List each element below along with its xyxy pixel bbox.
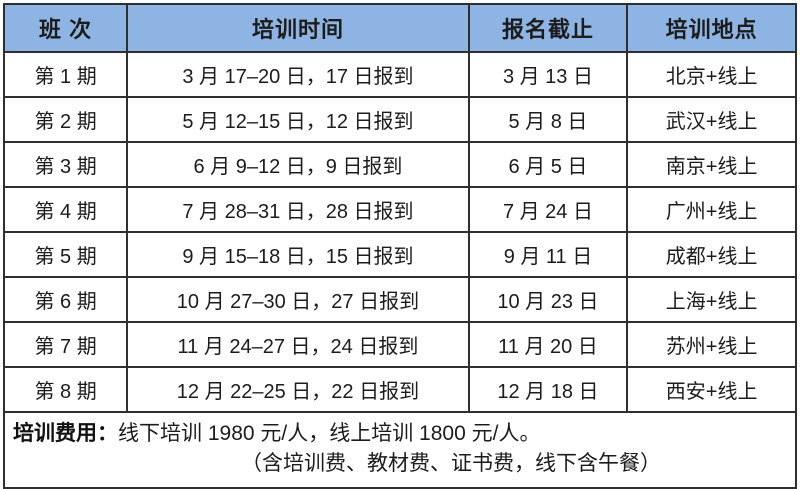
table-body: 第 1 期 3 月 17–20 日，17 日报到 3 月 13 日 北京+线上 … (2, 51, 797, 413)
fee-text: 线下培训 1980 元/人，线上培训 1800 元/人。 (118, 422, 541, 445)
table-footer: 培训费用： 线下培训 1980 元/人，线上培训 1800 元/人。 （含培训费… (3, 411, 797, 489)
fee-label: 培训费用： (13, 422, 118, 445)
cell-time: 10 月 27–30 日，27 日报到 (126, 276, 470, 323)
page: 班 次 培训时间 报名截止 培训地点 第 1 期 3 月 17–20 日，17 … (2, 3, 797, 489)
cell-period: 第 6 期 (2, 276, 129, 323)
table-row: 第 6 期 10 月 27–30 日，27 日报到 10 月 23 日 上海+线… (2, 276, 797, 323)
cell-deadline: 6 月 5 日 (467, 141, 629, 188)
cell-time: 9 月 15–18 日，15 日报到 (126, 231, 470, 278)
cell-period: 第 3 期 (2, 141, 129, 188)
fee-cell: 培训费用： 线下培训 1980 元/人，线上培训 1800 元/人。 （含培训费… (3, 411, 797, 489)
training-schedule-table: 班 次 培训时间 报名截止 培训地点 第 1 期 3 月 17–20 日，17 … (2, 3, 797, 489)
cell-period: 第 4 期 (2, 186, 129, 233)
cell-location: 武汉+线上 (626, 96, 797, 143)
cell-location: 苏州+线上 (626, 321, 797, 368)
cell-location: 北京+线上 (626, 51, 797, 98)
cell-time: 6 月 9–12 日，9 日报到 (126, 141, 470, 188)
cell-time: 3 月 17–20 日，17 日报到 (126, 51, 470, 98)
table-row: 第 7 期 11 月 24–27 日，24 日报到 11 月 20 日 苏州+线… (2, 321, 797, 368)
cell-time: 7 月 28–31 日，28 日报到 (126, 186, 470, 233)
table-row: 第 3 期 6 月 9–12 日，9 日报到 6 月 5 日 南京+线上 (2, 141, 797, 188)
table-row: 第 1 期 3 月 17–20 日，17 日报到 3 月 13 日 北京+线上 (2, 51, 797, 98)
table-header: 班 次 培训时间 报名截止 培训地点 (2, 3, 797, 53)
column-header-deadline: 报名截止 (467, 3, 629, 53)
cell-period: 第 2 期 (2, 96, 129, 143)
cell-deadline: 12 月 18 日 (467, 366, 629, 413)
fee-line-1: 培训费用： 线下培训 1980 元/人，线上培训 1800 元/人。 (13, 419, 787, 449)
cell-period: 第 1 期 (2, 51, 129, 98)
cell-deadline: 7 月 24 日 (467, 186, 629, 233)
column-header-period: 班 次 (2, 3, 129, 53)
table-row: 第 8 期 12 月 22–25 日，22 日报到 12 月 18 日 西安+线… (2, 366, 797, 413)
table-row: 第 2 期 5 月 12–15 日，12 日报到 5 月 8 日 武汉+线上 (2, 96, 797, 143)
cell-deadline: 11 月 20 日 (467, 321, 629, 368)
cell-time: 11 月 24–27 日，24 日报到 (126, 321, 470, 368)
cell-location: 西安+线上 (626, 366, 797, 413)
cell-location: 上海+线上 (626, 276, 797, 323)
cell-deadline: 9 月 11 日 (467, 231, 629, 278)
cell-time: 12 月 22–25 日，22 日报到 (126, 366, 470, 413)
table-row: 第 5 期 9 月 15–18 日，15 日报到 9 月 11 日 成都+线上 (2, 231, 797, 278)
cell-deadline: 3 月 13 日 (467, 51, 629, 98)
cell-location: 广州+线上 (626, 186, 797, 233)
cell-deadline: 5 月 8 日 (467, 96, 629, 143)
cell-location: 成都+线上 (626, 231, 797, 278)
header-row: 班 次 培训时间 报名截止 培训地点 (2, 3, 797, 53)
cell-location: 南京+线上 (626, 141, 797, 188)
column-header-location: 培训地点 (626, 3, 797, 53)
table-row: 第 4 期 7 月 28–31 日，28 日报到 7 月 24 日 广州+线上 (2, 186, 797, 233)
fee-row: 培训费用： 线下培训 1980 元/人，线上培训 1800 元/人。 （含培训费… (3, 411, 797, 489)
cell-period: 第 8 期 (2, 366, 129, 413)
cell-time: 5 月 12–15 日，12 日报到 (126, 96, 470, 143)
column-header-time: 培训时间 (126, 3, 470, 53)
cell-period: 第 7 期 (2, 321, 129, 368)
cell-period: 第 5 期 (2, 231, 129, 278)
cell-deadline: 10 月 23 日 (467, 276, 629, 323)
fee-line-2: （含培训费、教材费、证书费，线下含午餐） (241, 452, 661, 475)
